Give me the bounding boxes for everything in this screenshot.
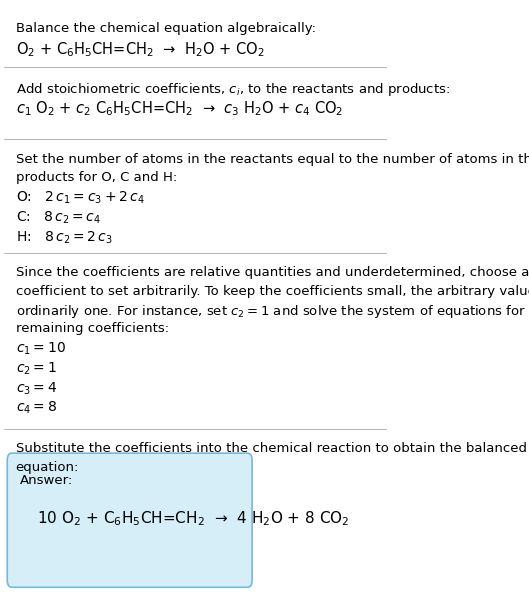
Text: remaining coefficients:: remaining coefficients:: [16, 322, 169, 335]
Text: products for O, C and H:: products for O, C and H:: [16, 171, 177, 184]
Text: Set the number of atoms in the reactants equal to the number of atoms in the: Set the number of atoms in the reactants…: [16, 152, 529, 166]
Text: $c_3 = 4$: $c_3 = 4$: [16, 380, 57, 396]
Text: coefficient to set arbitrarily. To keep the coefficients small, the arbitrary va: coefficient to set arbitrarily. To keep …: [16, 285, 529, 298]
Text: $c_1 = 10$: $c_1 = 10$: [16, 341, 66, 357]
FancyBboxPatch shape: [7, 453, 252, 587]
Text: O:   $2\,c_1 = c_3 + 2\,c_4$: O: $2\,c_1 = c_3 + 2\,c_4$: [16, 190, 144, 206]
Text: Substitute the coefficients into the chemical reaction to obtain the balanced: Substitute the coefficients into the che…: [16, 443, 527, 455]
Text: Balance the chemical equation algebraically:: Balance the chemical equation algebraica…: [16, 22, 316, 35]
Text: H:   $8\,c_2 = 2\,c_3$: H: $8\,c_2 = 2\,c_3$: [16, 229, 112, 246]
Text: C:   $8\,c_2 = c_4$: C: $8\,c_2 = c_4$: [16, 209, 101, 226]
Text: $c_4 = 8$: $c_4 = 8$: [16, 400, 57, 416]
Text: $c_2 = 1$: $c_2 = 1$: [16, 361, 57, 377]
Text: O$_2$ + C$_6$H$_5$CH=CH$_2$  →  H$_2$O + CO$_2$: O$_2$ + C$_6$H$_5$CH=CH$_2$ → H$_2$O + C…: [16, 41, 264, 59]
Text: $c_1$ O$_2$ + $c_2$ C$_6$H$_5$CH=CH$_2$  →  $c_3$ H$_2$O + $c_4$ CO$_2$: $c_1$ O$_2$ + $c_2$ C$_6$H$_5$CH=CH$_2$ …: [16, 100, 343, 118]
Text: equation:: equation:: [16, 461, 79, 474]
Text: Add stoichiometric coefficients, $c_i$, to the reactants and products:: Add stoichiometric coefficients, $c_i$, …: [16, 81, 450, 98]
Text: 10 O$_2$ + C$_6$H$_5$CH=CH$_2$  →  4 H$_2$O + 8 CO$_2$: 10 O$_2$ + C$_6$H$_5$CH=CH$_2$ → 4 H$_2$…: [37, 509, 349, 528]
Text: ordinarily one. For instance, set $c_2 = 1$ and solve the system of equations fo: ordinarily one. For instance, set $c_2 =…: [16, 304, 529, 320]
Text: Answer:: Answer:: [20, 473, 74, 487]
Text: Since the coefficients are relative quantities and underdetermined, choose a: Since the coefficients are relative quan…: [16, 266, 529, 279]
